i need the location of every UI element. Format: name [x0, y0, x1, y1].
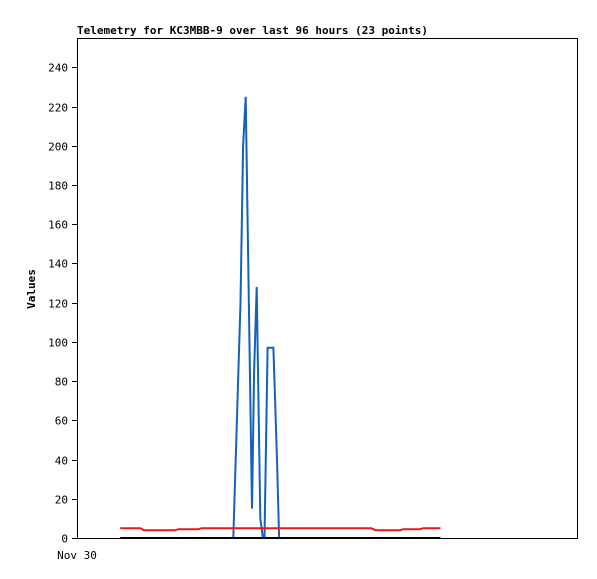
- series-line-2: [120, 527, 441, 532]
- y-tick-label: 200: [48, 141, 68, 154]
- y-tick-label: 120: [48, 298, 68, 311]
- y-tick-label: 20: [55, 494, 68, 507]
- series-layer: [120, 96, 441, 539]
- y-tick-label: 220: [48, 102, 68, 115]
- x-axis: Nov 30: [57, 549, 97, 562]
- y-tick-label: 100: [48, 337, 68, 350]
- y-tick-label: 0: [61, 533, 68, 546]
- y-tick-label: 140: [48, 258, 68, 271]
- y-tick-label: 80: [55, 376, 68, 389]
- y-tick-label: 160: [48, 219, 68, 232]
- y-tick-label: 40: [55, 455, 68, 468]
- chart-title: Telemetry for KC3MBB-9 over last 96 hour…: [77, 24, 428, 37]
- y-axis-label: Values: [25, 269, 38, 309]
- y-axis: 0 20 40 60 80 100 120 140 160 180 200 220 240: [48, 62, 77, 546]
- y-tick-label: 240: [48, 62, 68, 75]
- x-tick-label: Nov 30: [57, 549, 97, 562]
- y-tick-label: 180: [48, 180, 68, 193]
- series-line-1: [219, 96, 281, 539]
- plot-frame: [77, 38, 578, 539]
- y-tick-label: 60: [55, 415, 68, 428]
